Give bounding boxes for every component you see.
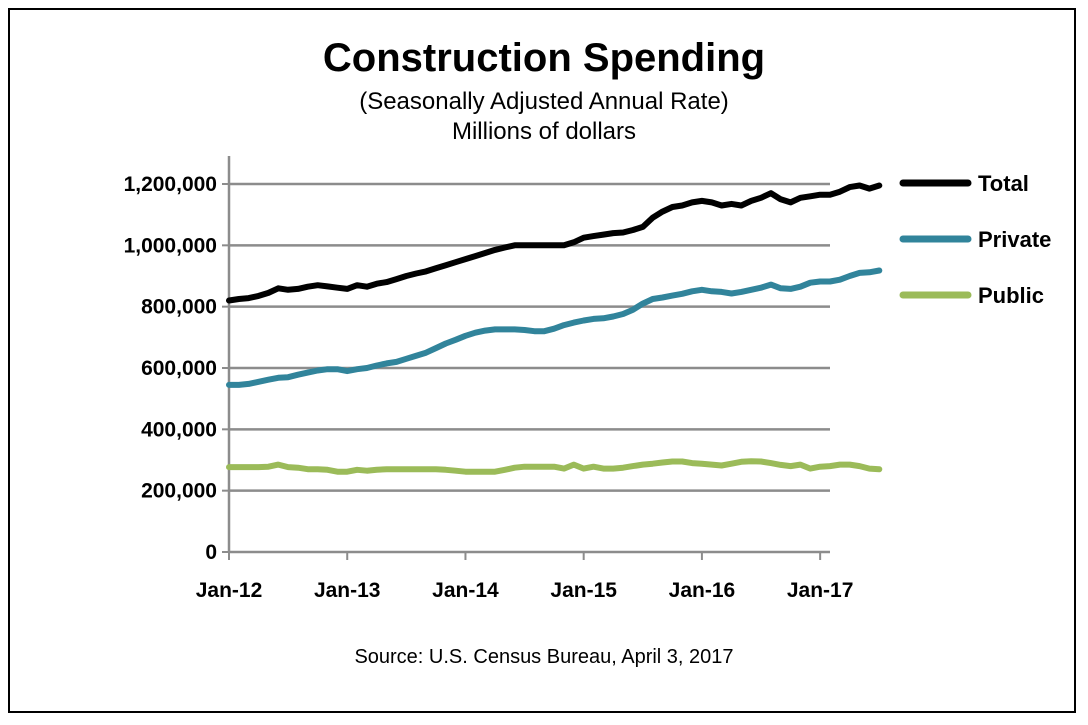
legend-label-public: Public xyxy=(978,283,1044,308)
chart-units: Millions of dollars xyxy=(451,118,637,145)
x-tick-label: Jan-13 xyxy=(314,579,381,602)
x-tick-label: Jan-15 xyxy=(550,579,617,602)
y-tick-label: 1,000,000 xyxy=(124,234,217,257)
series-line-public xyxy=(226,458,883,475)
x-tick-label: Jan-14 xyxy=(432,579,499,602)
series-lines xyxy=(226,182,883,475)
axes xyxy=(222,156,830,560)
x-tick-labels: Jan-12 Jan-13 Jan-14 Jan-15 Jan-16 Jan-17 xyxy=(196,579,854,602)
series-line-private xyxy=(226,267,883,388)
y-tick-label: 400,000 xyxy=(141,418,217,441)
y-tick-label: 600,000 xyxy=(141,357,217,380)
y-tick-label: 200,000 xyxy=(141,480,217,503)
y-tick-label: 1,200,000 xyxy=(124,173,217,196)
x-tick-label: Jan-12 xyxy=(196,579,263,602)
y-tick-label: 0 xyxy=(205,541,217,564)
x-tick-label: Jan-17 xyxy=(787,579,854,602)
gridlines xyxy=(229,182,830,492)
series-line-total xyxy=(226,182,883,304)
legend-label-total: Total xyxy=(978,171,1029,196)
legend-label-private: Private xyxy=(978,227,1051,252)
y-tick-labels: 0 200,000 400,000 600,000 800,000 1,000,000 1,… xyxy=(124,173,217,564)
chart-subtitle: (Seasonally Adjusted Annual Rate) xyxy=(359,88,729,115)
x-tick-label: Jan-16 xyxy=(669,579,736,602)
chart-title: Construction Spending xyxy=(322,36,766,80)
chart-frame xyxy=(8,8,1076,713)
legend: Total Private Public xyxy=(899,171,1051,308)
y-tick-label: 800,000 xyxy=(141,296,217,319)
source-note: Source: U.S. Census Bureau, April 3, 201… xyxy=(354,646,734,668)
